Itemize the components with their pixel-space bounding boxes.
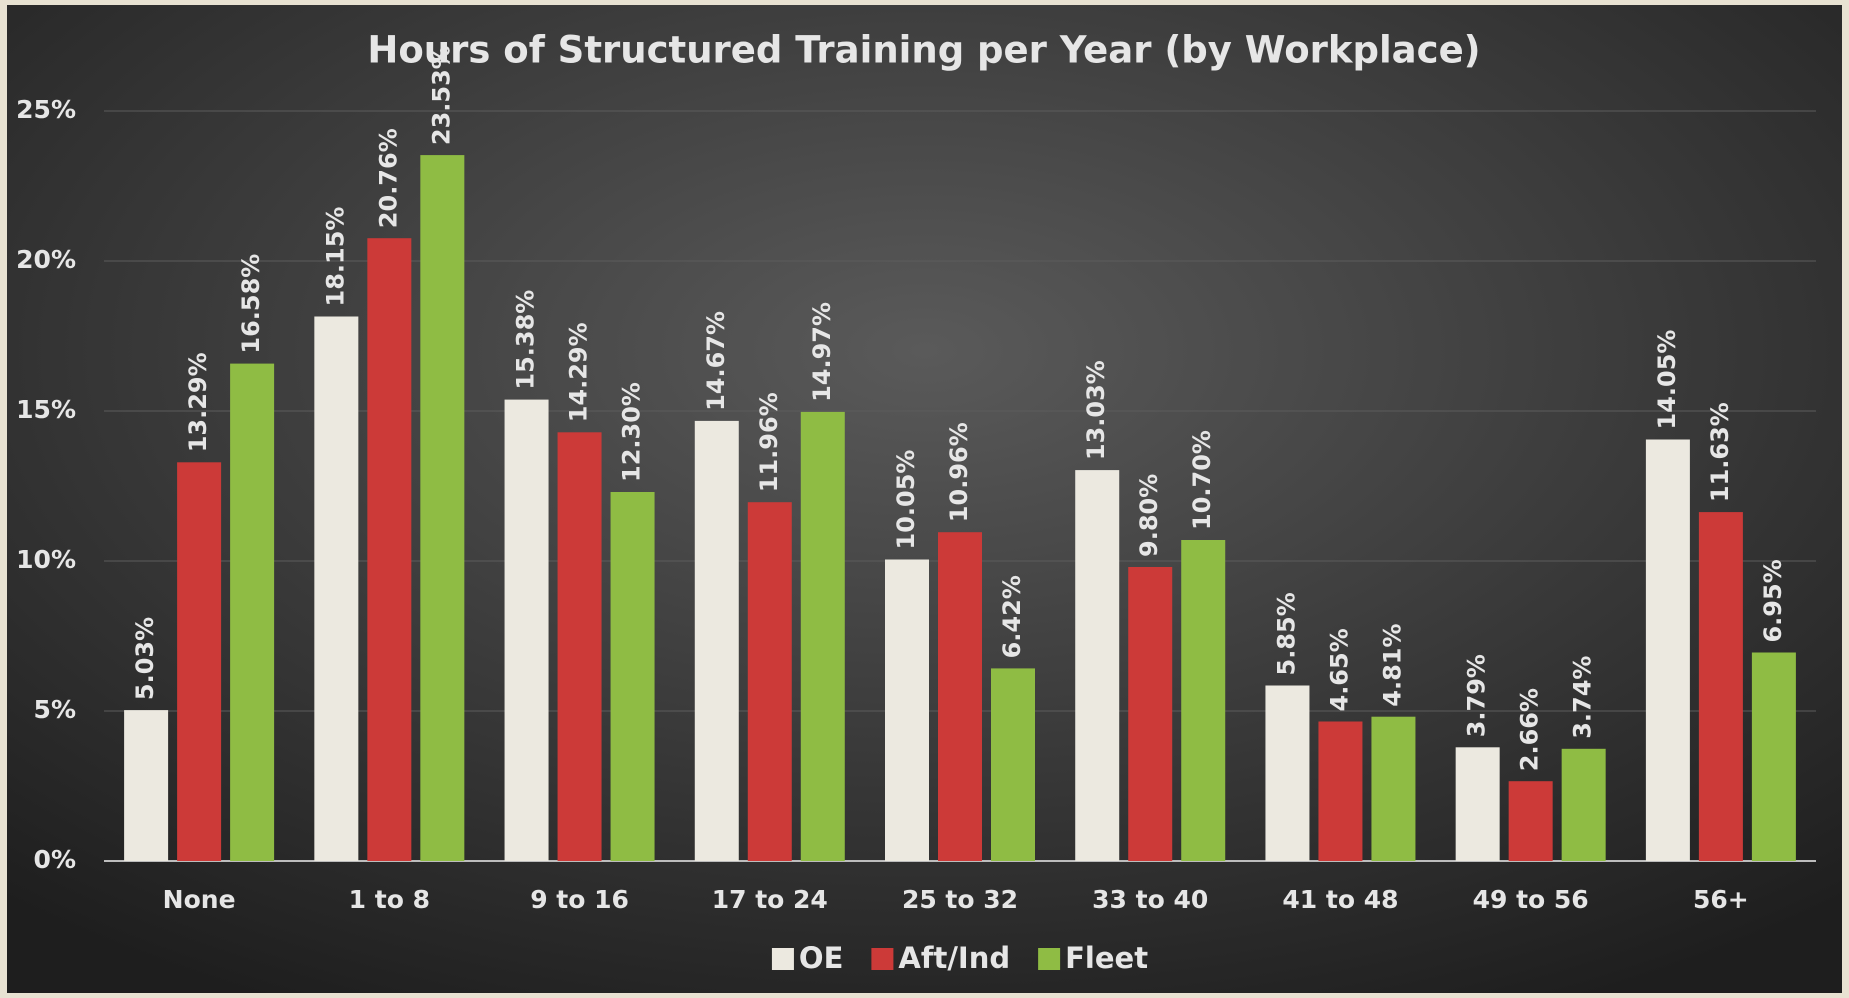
legend: OE Aft/Ind Fleet [771,941,1148,975]
value-label: 11.96% [755,392,783,492]
x-tick-label: 25 to 32 [902,885,1018,914]
y-tick-label: 10% [16,545,76,574]
value-label: 16.58% [237,254,265,354]
y-tick-label: 0% [34,845,76,874]
x-tick-label: 9 to 16 [530,885,629,914]
value-label: 11.63% [1706,402,1734,502]
value-label: 10.70% [1188,430,1216,530]
bar [694,420,739,861]
bar [885,559,929,861]
y-tick-label: 5% [34,695,76,724]
value-label: 14.29% [565,322,593,422]
y-tick-label: 25% [16,95,76,124]
value-label: 12.30% [618,382,646,482]
value-label: 5.03% [131,617,159,700]
value-label: 13.29% [184,352,212,452]
bar [124,710,169,861]
x-tick-label: 17 to 24 [712,885,828,914]
legend-swatch [1038,948,1061,970]
value-label: 4.65% [1325,628,1353,711]
bar [1561,748,1606,861]
value-label: 20.76% [374,128,402,228]
x-tick-label: 1 to 8 [349,885,430,914]
value-label: 9.80% [1135,474,1163,557]
bar [420,155,465,862]
x-tick-label: None [163,885,236,914]
legend-swatch [871,948,894,970]
x-tick-label: 33 to 40 [1092,885,1208,914]
bar [1455,747,1500,861]
bar [938,532,982,861]
legend-swatch [771,948,794,970]
bar [1645,439,1690,861]
legend-label: Fleet [1065,941,1148,975]
legend-label: OE [799,941,843,975]
value-label: 18.15% [321,207,349,307]
value-label: 2.66% [1516,688,1544,771]
bar [800,411,845,861]
legend-label: Aft/Ind [898,941,1010,975]
chart-title: Hours of Structured Training per Year (b… [367,29,1480,72]
x-tick-label: 56+ [1693,885,1749,914]
bar [1128,567,1173,861]
bar [1508,781,1553,861]
bar [747,502,792,861]
value-label: 15.38% [512,290,540,390]
bar [1075,470,1120,861]
bar [177,462,222,861]
value-label: 3.79% [1463,654,1491,737]
bar [1265,685,1310,861]
x-tick-label: 49 to 56 [1473,885,1589,914]
value-label: 5.85% [1272,592,1300,675]
value-label: 14.67% [702,311,730,411]
x-tick-label: 41 to 48 [1282,885,1398,914]
bar [1371,716,1416,861]
bar [610,492,655,861]
bar [504,399,549,861]
value-label: 6.42% [998,575,1026,658]
value-label: 10.05% [892,450,920,550]
bar [1751,652,1796,861]
value-label: 23.53% [427,45,455,145]
value-label: 13.03% [1082,360,1110,460]
value-label: 10.96% [945,422,973,522]
bar [367,238,412,861]
bar [1698,512,1743,861]
value-label: 3.74% [1569,656,1597,739]
value-label: 6.95% [1759,559,1787,642]
bar [1318,721,1363,861]
bar [991,668,1035,861]
bar [314,316,359,861]
y-tick-label: 15% [16,395,76,424]
value-label: 14.97% [808,302,836,402]
bar [1181,540,1226,861]
y-tick-label: 20% [16,245,76,274]
value-label: 14.05% [1653,330,1681,430]
bar [557,432,602,861]
bar [230,363,275,861]
value-label: 4.81% [1378,623,1406,706]
